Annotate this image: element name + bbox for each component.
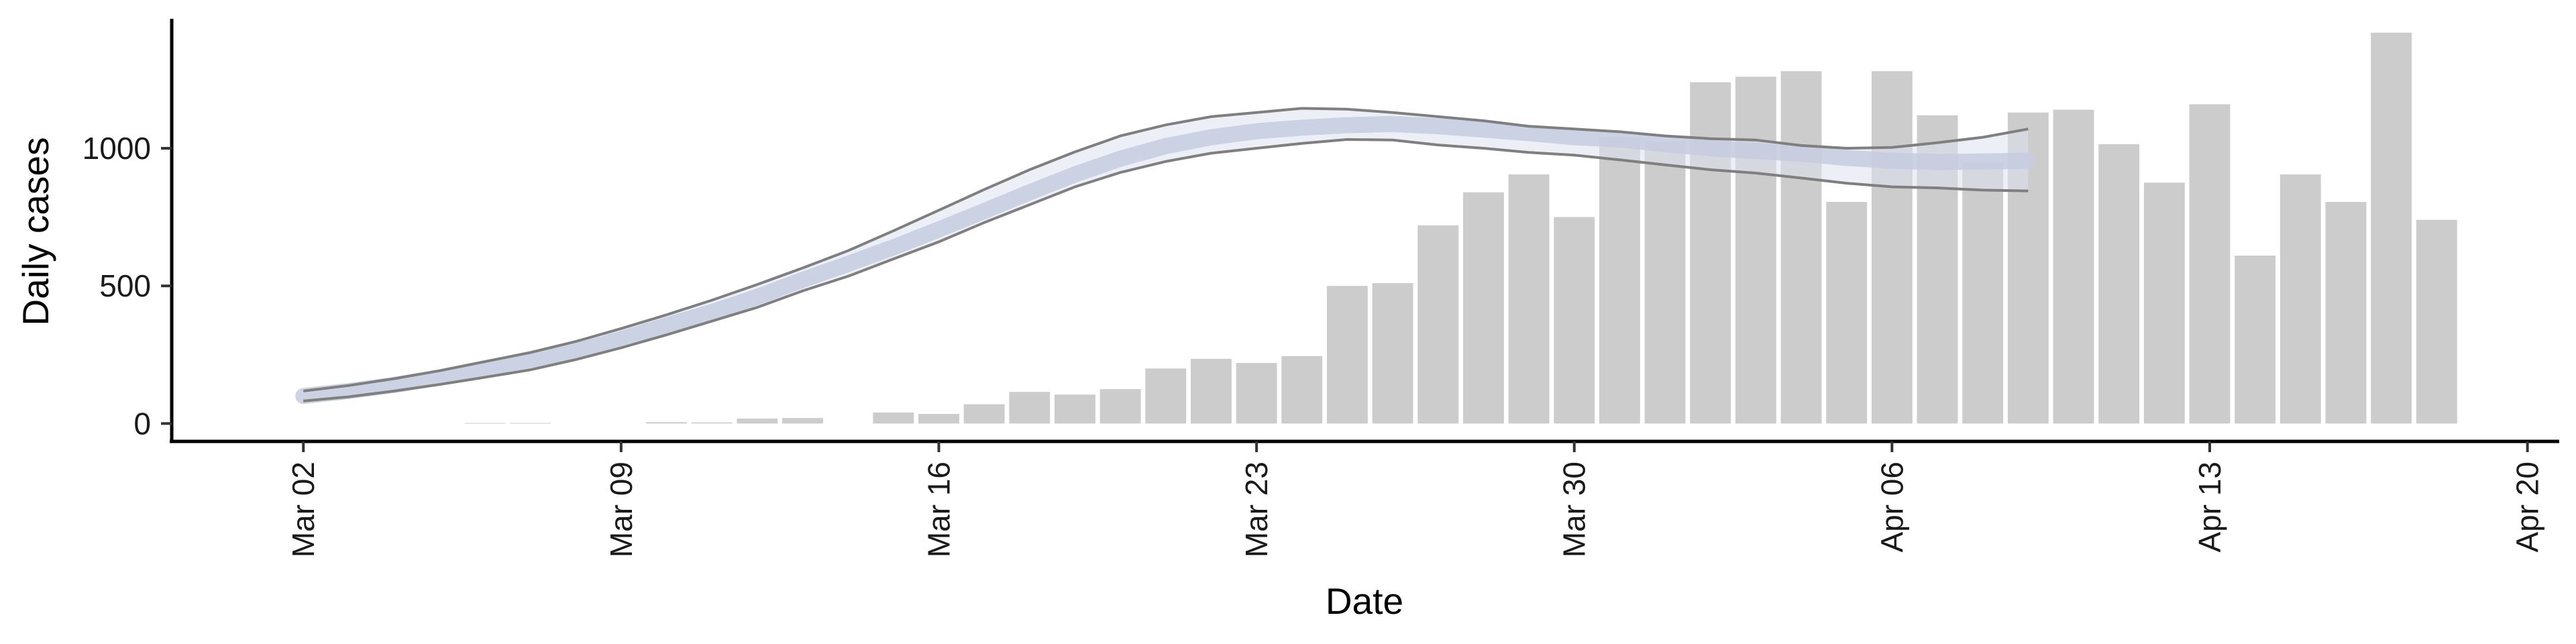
y-axis-ticks: 0 500 1000 xyxy=(83,131,172,441)
bar xyxy=(1871,71,1913,424)
y-tick-label: 500 xyxy=(99,268,151,303)
bar xyxy=(2371,32,2412,424)
y-axis-title: Daily cases xyxy=(15,137,56,325)
bar xyxy=(1599,137,1640,424)
x-tick-label: Mar 16 xyxy=(922,462,957,557)
bar xyxy=(2053,109,2094,424)
x-axis-title: Date xyxy=(1326,580,1403,622)
bar xyxy=(1508,174,1550,424)
bar xyxy=(1690,82,1731,424)
bar xyxy=(1326,286,1368,424)
y-tick-label: 0 xyxy=(133,406,151,441)
bar xyxy=(1236,363,1277,424)
bar xyxy=(646,422,687,424)
bar xyxy=(1417,225,1459,424)
x-tick-label: Mar 23 xyxy=(1239,462,1274,557)
bar xyxy=(2189,104,2231,424)
bar xyxy=(1735,76,1776,424)
bar xyxy=(1554,217,1595,424)
bar xyxy=(1644,141,1686,424)
bar-series xyxy=(464,32,2457,424)
lower-bound-line xyxy=(303,138,2029,402)
x-tick-label: Apr 20 xyxy=(2510,462,2545,553)
bar xyxy=(1372,283,1413,424)
bar xyxy=(1145,368,1187,424)
x-tick-label: Mar 02 xyxy=(286,462,321,557)
bar xyxy=(1099,389,1141,424)
median-line xyxy=(295,115,2037,405)
bar xyxy=(1191,358,1232,424)
bar xyxy=(464,423,506,424)
bar xyxy=(782,418,823,424)
bar xyxy=(1780,71,1822,424)
bar xyxy=(737,418,778,424)
bar xyxy=(2416,219,2457,424)
bar xyxy=(2235,256,2276,424)
bar xyxy=(2279,174,2321,424)
x-tick-label: Apr 13 xyxy=(2192,462,2227,553)
bar xyxy=(510,423,551,424)
bar xyxy=(1462,192,1504,424)
bar xyxy=(2143,182,2185,424)
upper-bound-line xyxy=(303,107,2029,392)
bar xyxy=(2325,202,2367,424)
x-tick-label: Mar 30 xyxy=(1557,462,1592,557)
bar xyxy=(1055,394,1095,424)
x-tick-label: Mar 09 xyxy=(604,462,639,557)
x-tick-label: Apr 06 xyxy=(1874,462,1909,553)
bar xyxy=(1009,392,1051,424)
bar xyxy=(963,404,1005,424)
y-tick-label: 1000 xyxy=(83,131,151,166)
bar xyxy=(1962,162,2004,424)
infection-lines xyxy=(295,107,2037,405)
bar xyxy=(1281,356,1323,424)
x-axis-ticks: Mar 02 Mar 09 Mar 16 Mar 23 Mar 30 Apr 06 Apr … xyxy=(286,441,2545,557)
bar xyxy=(2098,144,2140,424)
bar xyxy=(873,412,914,424)
bar xyxy=(918,413,959,424)
bar xyxy=(691,422,733,424)
bar xyxy=(1826,202,1868,424)
